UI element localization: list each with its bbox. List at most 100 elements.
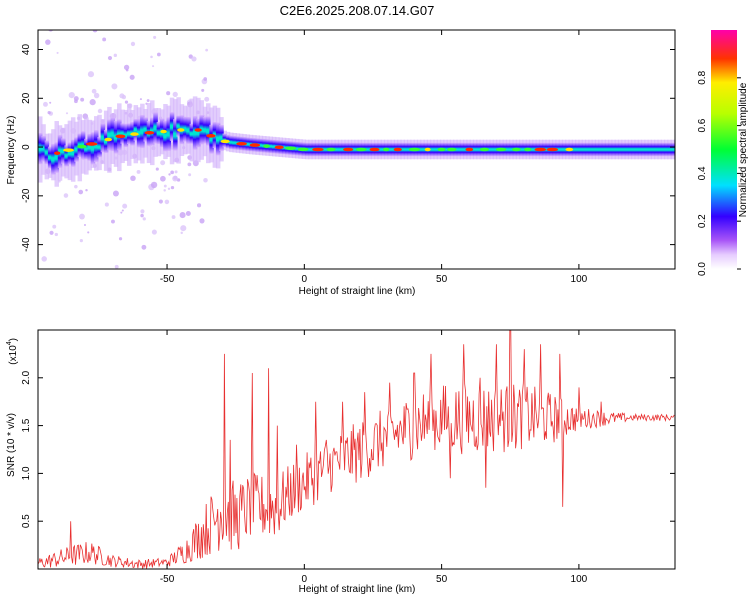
spectrogram-band-cell: [654, 142, 659, 157]
spectrogram-band-cell: [650, 142, 656, 157]
spectrogram-noise-blob: [89, 99, 96, 106]
spectrogram-noise-blob: [48, 30, 54, 32]
snr-x-label: Height of straight line (km): [299, 584, 416, 595]
spectrogram-peak-spot: [236, 141, 247, 146]
spectrogram-noise-blob: [150, 181, 158, 189]
spectrogram-noise-blob: [52, 224, 57, 229]
spectrogram-band-cell: [509, 142, 514, 157]
spectrogram-band-cell: [186, 116, 191, 144]
spectrogram-band-cell: [617, 142, 623, 157]
spectrogram-band-cell: [673, 142, 675, 157]
colorbar: 0.0 0.2 0.4 0.6 0.8 Normalized spectral ampl…: [697, 30, 749, 276]
spectrogram-peak-spot: [546, 147, 559, 152]
spectrogram-band-cell: [532, 142, 537, 157]
spectrogram-noise-blob: [92, 30, 98, 33]
spectrogram-band-cell: [51, 143, 56, 175]
colorbar-tick-label: 0.8: [697, 70, 708, 84]
spectrogram-band-cell: [245, 137, 251, 152]
spectrogram-noise-blob: [142, 217, 146, 221]
snr-marks: [38, 330, 675, 569]
spectrogram-noise-blob: [122, 203, 128, 209]
spectrogram-peak-spot: [479, 147, 490, 152]
spectrogram-band-cell: [377, 142, 382, 157]
spectrogram-noise-blob: [140, 213, 144, 218]
spectrogram-band-cell: [456, 142, 461, 157]
spectrogram-peak-spot: [130, 132, 139, 136]
spectrogram-noise-blob: [119, 93, 125, 99]
spectrogram-band-cell: [400, 142, 405, 157]
spectrogram-noise-blob: [153, 35, 157, 39]
spectrogram-noise-blob: [130, 41, 136, 47]
spectrogram-noise-blob: [87, 231, 90, 234]
spectrogram-noise-blob: [140, 209, 145, 214]
spectrogram-band-cell: [657, 142, 662, 157]
spectrogram-noise-blob: [65, 112, 69, 115]
spectrogram-noise-blob: [141, 244, 147, 250]
spectrogram-band-cell: [113, 120, 119, 154]
spectrogram-band-cell: [41, 135, 46, 162]
spectrogram-peak-spot: [115, 134, 126, 139]
spectrogram-noise-blob: [45, 39, 51, 45]
spectrogram-band-cell: [120, 123, 125, 144]
spectrogram-band-cell: [90, 132, 96, 165]
snr-scale-suffix: ): [8, 338, 19, 341]
spectrogram-band-cell: [163, 120, 168, 152]
spectrogram-band-cell: [571, 142, 577, 157]
spectrogram-band-cell: [664, 142, 669, 157]
spectrogram-noise-blob: [163, 189, 166, 192]
colorbar-tick-label: 0.4: [697, 166, 708, 180]
spectrogram-peak-spot: [565, 147, 574, 152]
x-tick-label: 0: [302, 574, 308, 585]
spectrogram-peak-spot: [312, 147, 324, 152]
spectrogram-noise-blob: [146, 99, 150, 102]
spectrogram-band-cell: [403, 142, 409, 157]
spectrogram-noise-blob: [163, 184, 167, 188]
spectrogram-peak-spot: [249, 143, 261, 147]
spectrogram-peak-spot: [465, 147, 474, 152]
spectrogram-noise-blob: [79, 238, 83, 243]
spectrogram-frame: [37, 29, 676, 270]
spectrogram-y-label: Frequency (Hz): [6, 116, 17, 185]
spectrogram-noise-blob: [151, 229, 157, 235]
spectrogram-band-cell: [67, 142, 73, 165]
spectrogram-noise-blob: [85, 188, 88, 192]
spectrogram-band-cell: [84, 138, 89, 160]
spectrogram-band-cell: [70, 139, 76, 167]
spectrogram-noise-blob: [120, 211, 123, 214]
spectrogram-band-cell: [578, 142, 583, 157]
spectrogram-noise-blob: [49, 101, 52, 104]
spectrogram-band-cell: [575, 142, 580, 157]
spectrogram-band-cell: [472, 142, 478, 157]
spectrogram-band-cell: [594, 142, 600, 157]
spectrogram-noise-blob: [97, 108, 103, 114]
spectrogram-band-cell: [126, 123, 132, 145]
spectrogram-band-cell: [189, 123, 195, 144]
snr-y-label: SNR (10 * v/v): [6, 413, 17, 477]
spectrogram-band-cell: [107, 119, 112, 151]
spectrogram-noise-blob: [180, 231, 183, 235]
spectrogram-band-cell: [74, 137, 79, 162]
spectrogram-noise-blob: [199, 218, 205, 224]
spectrogram-band-cell: [390, 142, 396, 157]
colorbar-label: Normalized spectral amplitude: [738, 82, 749, 217]
spectrogram-noise-blob: [74, 184, 78, 189]
spectrogram-peak-spot: [220, 139, 230, 144]
spectrogram-band-cell: [667, 142, 672, 157]
spectrogram-peak-spot: [77, 144, 87, 149]
spectrogram-noise-blob: [164, 199, 170, 205]
spectrogram-band-cell: [169, 112, 175, 141]
spectrogram-band-cell: [229, 135, 234, 150]
spectrogram-panel: -50 0 50 100 -40 -20 0 20 40 Height of straight…: [6, 29, 676, 297]
spectrogram-band-cell: [631, 142, 636, 157]
spectrogram-band-cell: [133, 119, 139, 141]
spectrogram-peak-spot: [160, 129, 167, 134]
colorbar-tick-label: 0.0: [697, 262, 708, 276]
spectrogram-band-cell: [196, 118, 201, 148]
spectrogram-peak-spot: [495, 147, 507, 152]
spectrogram-peak-spot: [437, 147, 446, 152]
x-tick-label: 100: [571, 574, 588, 585]
y-tick-label: 0.5: [21, 514, 32, 528]
spectrogram-noise-blob: [49, 230, 54, 235]
spectrogram-x-label: Height of straight line (km): [299, 286, 416, 297]
spectrogram-noise-blob: [78, 189, 84, 195]
